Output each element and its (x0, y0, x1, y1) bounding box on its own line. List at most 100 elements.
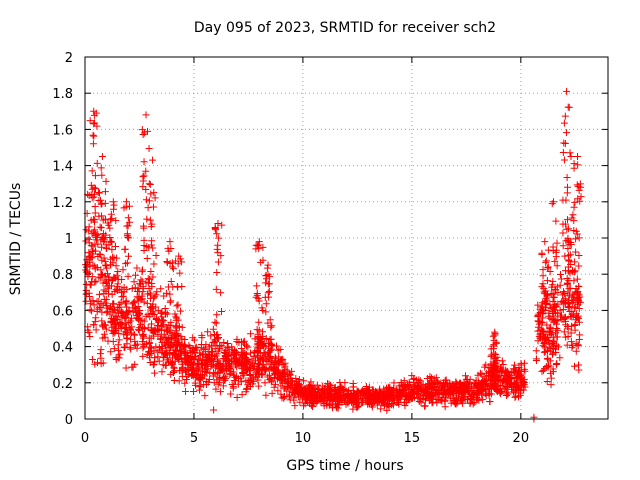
data-point (350, 399, 358, 407)
data-point (317, 393, 325, 401)
data-point (499, 360, 507, 368)
data-point (452, 378, 460, 386)
data-point (138, 277, 146, 285)
data-point (564, 103, 572, 111)
data-point (129, 304, 137, 312)
data-point (213, 245, 221, 253)
data-point (534, 317, 542, 325)
data-point (514, 373, 522, 381)
data-point (306, 382, 314, 390)
data-point (336, 392, 344, 400)
data-point (113, 286, 121, 294)
data-point (154, 348, 162, 356)
data-point (518, 383, 526, 391)
data-point (212, 331, 220, 339)
data-point (567, 338, 575, 346)
data-point (333, 390, 341, 398)
data-point (135, 316, 143, 324)
data-point (87, 242, 95, 250)
data-point (539, 266, 547, 274)
data-point (109, 198, 117, 206)
data-point (547, 305, 555, 313)
data-point (576, 197, 584, 205)
data-point (573, 275, 581, 283)
data-point (124, 214, 132, 222)
data-point (150, 327, 158, 335)
data-point (93, 305, 101, 313)
data-point (244, 343, 252, 351)
data-point (130, 278, 138, 286)
data-point (189, 334, 197, 342)
data-point (358, 388, 366, 396)
data-point (265, 348, 273, 356)
data-point (146, 216, 154, 224)
data-point (82, 280, 90, 288)
data-point (479, 396, 487, 404)
data-point (251, 335, 259, 343)
data-point (331, 400, 339, 408)
data-point (264, 261, 272, 269)
data-point (172, 335, 180, 343)
data-point (253, 282, 261, 290)
data-point (110, 254, 118, 262)
data-point (212, 364, 220, 372)
data-point (240, 354, 248, 362)
data-point (513, 378, 521, 386)
data-point (502, 377, 510, 385)
data-point (542, 257, 550, 265)
data-point (146, 358, 154, 366)
data-point (186, 343, 194, 351)
x-tick-label: 15 (404, 431, 421, 446)
data-point (557, 271, 565, 279)
data-point (107, 237, 115, 245)
data-point (150, 360, 158, 368)
data-point (545, 340, 553, 348)
data-point (140, 298, 148, 306)
data-point (207, 348, 215, 356)
data-point (175, 367, 183, 375)
data-point (549, 349, 557, 357)
data-point (91, 265, 99, 273)
data-point (161, 334, 169, 342)
data-point (215, 234, 223, 242)
data-point (568, 296, 576, 304)
data-point (346, 393, 354, 401)
data-point (101, 333, 109, 341)
data-point (574, 182, 582, 190)
data-point (295, 376, 303, 384)
data-point (171, 331, 179, 339)
data-point (463, 395, 471, 403)
data-point (157, 309, 165, 317)
data-point (105, 273, 113, 281)
data-point (286, 396, 294, 404)
data-point (264, 319, 272, 327)
data-point (140, 129, 148, 137)
data-point (98, 171, 106, 179)
data-point (111, 243, 119, 251)
data-point (570, 203, 578, 211)
data-point (191, 374, 199, 382)
data-point (488, 367, 496, 375)
data-point (266, 371, 274, 379)
data-point (567, 238, 575, 246)
data-point (543, 377, 551, 385)
data-point (245, 378, 253, 386)
data-point (539, 280, 547, 288)
data-point (164, 326, 172, 334)
data-point (233, 393, 241, 401)
data-point (369, 386, 377, 394)
data-point (550, 294, 558, 302)
data-point (259, 328, 267, 336)
data-point (134, 312, 142, 320)
data-points (82, 87, 585, 423)
data-point (262, 391, 270, 399)
data-point (553, 341, 561, 349)
data-point (221, 372, 229, 380)
data-point (82, 290, 90, 298)
data-point (150, 260, 158, 268)
data-point (123, 230, 131, 238)
data-point (490, 341, 498, 349)
data-point (436, 386, 444, 394)
data-point (530, 413, 538, 421)
data-point (218, 308, 226, 316)
